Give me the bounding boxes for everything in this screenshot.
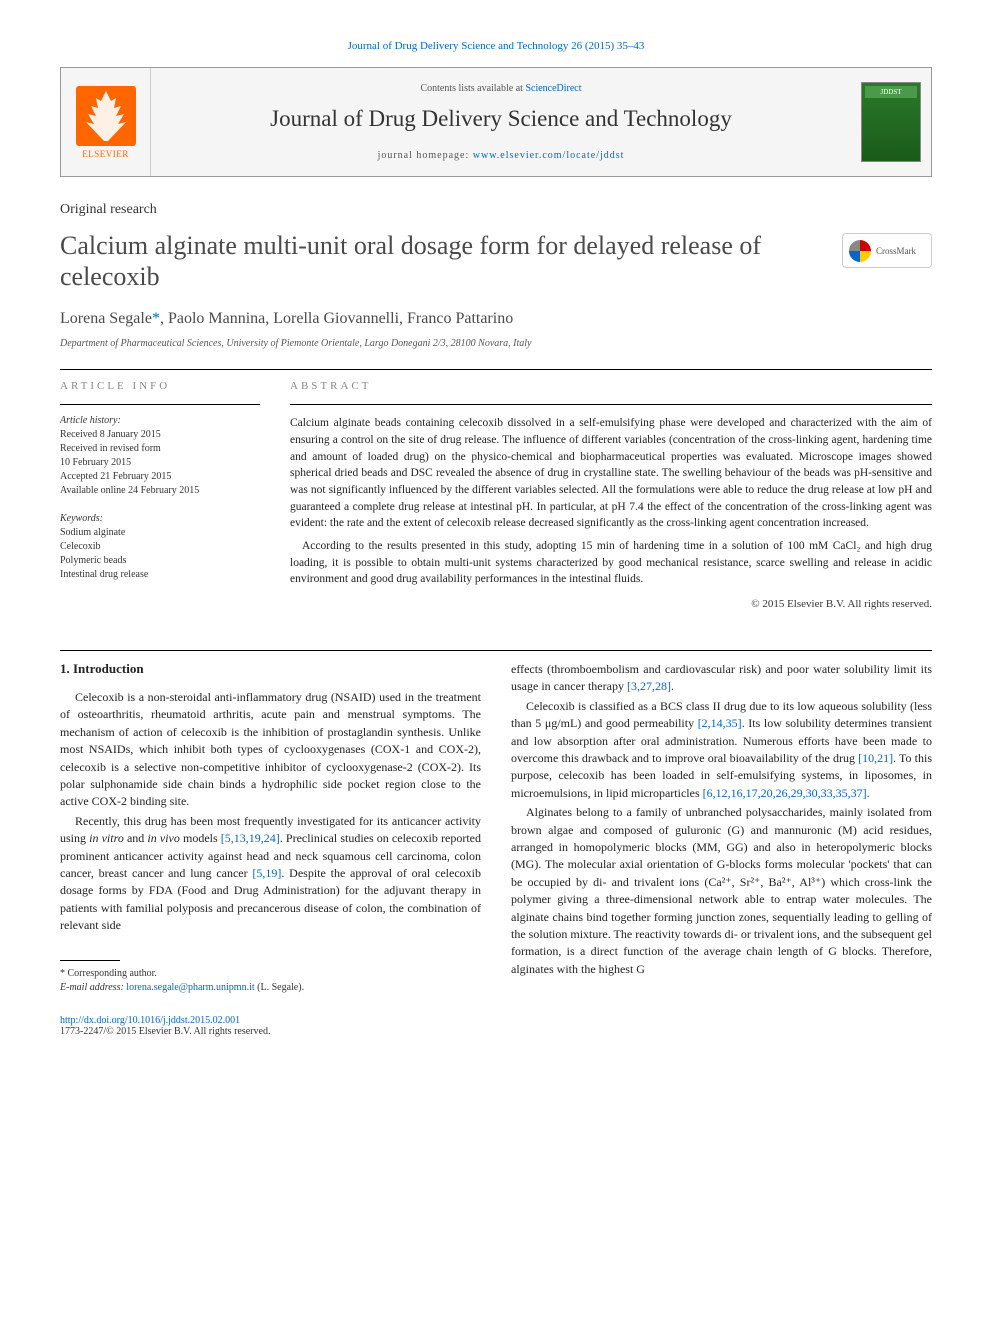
article-info-panel: ARTICLE INFO Article history: Received 8… — [60, 380, 260, 610]
article-type: Original research — [60, 202, 932, 218]
authors-rest: , Paolo Mannina, Lorella Giovannelli, Fr… — [160, 310, 513, 327]
cite-2-14-35[interactable]: [2,14,35] — [698, 716, 742, 730]
p2-invitro: in vitro — [89, 831, 124, 845]
masthead: ELSEVIER Contents lists available at Sci… — [60, 67, 932, 177]
keyword-1: Sodium alginate — [60, 526, 260, 540]
cite-10-21[interactable]: [10,21] — [858, 751, 893, 765]
issn-copyright: 1773-2247/© 2015 Elsevier B.V. All right… — [60, 1026, 932, 1037]
body-columns: 1. Introduction Celecoxib is a non-stero… — [60, 661, 932, 994]
abstract-divider — [290, 404, 932, 405]
authors: Lorena Segale*, Paolo Mannina, Lorella G… — [60, 310, 932, 328]
intro-p1: Celecoxib is a non-steroidal anti-inflam… — [60, 689, 481, 811]
corresponding-marker[interactable]: * — [152, 310, 160, 327]
cite-3-27-28[interactable]: [3,27,28] — [627, 679, 671, 693]
crossmark-label: CrossMark — [876, 246, 916, 256]
corr-author-label: * Corresponding author. — [60, 967, 481, 981]
r2d: . — [867, 786, 870, 800]
homepage-prefix: journal homepage: — [378, 150, 473, 161]
affiliation: Department of Pharmaceutical Sciences, U… — [60, 338, 932, 349]
cite-6-37[interactable]: [6,12,16,17,20,26,29,30,33,35,37] — [703, 786, 867, 800]
sciencedirect-link[interactable]: ScienceDirect — [525, 83, 581, 94]
author-1: Lorena Segale — [60, 310, 152, 327]
keyword-2: Celecoxib — [60, 540, 260, 554]
abstract-copyright: © 2015 Elsevier B.V. All rights reserved… — [290, 598, 932, 610]
intro-p4: Alginates belong to a family of unbranch… — [511, 804, 932, 978]
corr-email[interactable]: lorena.segale@pharm.unipmn.it — [126, 982, 254, 993]
history-online: Available online 24 February 2015 — [60, 484, 260, 498]
cite-5-19[interactable]: [5,19] — [252, 866, 281, 880]
intro-p1-cont: effects (thromboembolism and cardiovascu… — [511, 661, 932, 696]
email-name: (L. Segale). — [255, 982, 304, 993]
cover-label: JDDST — [865, 86, 917, 98]
abstract-text: Calcium alginate beads containing celeco… — [290, 415, 932, 588]
footnote-separator — [60, 960, 120, 961]
crossmark-icon — [849, 240, 871, 262]
history-revised-date: 10 February 2015 — [60, 456, 260, 470]
history-received: Received 8 January 2015 — [60, 428, 260, 442]
abstract-heading: ABSTRACT — [290, 380, 932, 392]
p2-b: and — [124, 831, 148, 845]
header-citation[interactable]: Journal of Drug Delivery Science and Tec… — [60, 40, 932, 52]
cover-thumbnail: JDDST — [861, 82, 921, 162]
left-column: 1. Introduction Celecoxib is a non-stero… — [60, 661, 481, 994]
keywords-label: Keywords: — [60, 513, 260, 524]
journal-cover[interactable]: JDDST — [851, 68, 931, 176]
email-label: E-mail address: — [60, 982, 124, 993]
intro-p2: Recently, this drug has been most freque… — [60, 813, 481, 935]
corresponding-footnote: * Corresponding author. E-mail address: … — [60, 967, 481, 995]
abstract-p2: According to the results presented in th… — [290, 538, 932, 588]
intro-text-left: Celecoxib is a non-steroidal anti-inflam… — [60, 689, 481, 934]
journal-info: Contents lists available at ScienceDirec… — [151, 68, 851, 176]
right-column: effects (thromboembolism and cardiovascu… — [511, 661, 932, 994]
r1b: . — [671, 679, 674, 693]
keyword-3: Polymeric beads — [60, 554, 260, 568]
abstract-panel: ABSTRACT Calcium alginate beads containi… — [290, 380, 932, 610]
divider — [60, 369, 932, 370]
contents-available: Contents lists available at ScienceDirec… — [161, 83, 841, 94]
cite-5-13-19-24[interactable]: [5,13,19,24] — [221, 831, 280, 845]
history-label: Article history: — [60, 415, 260, 426]
email-line: E-mail address: lorena.segale@pharm.unip… — [60, 981, 481, 995]
p2-invivo: in vivo — [147, 831, 179, 845]
elsevier-tree-icon — [76, 86, 136, 146]
introduction-heading: 1. Introduction — [60, 661, 481, 677]
r1a: effects (thromboembolism and cardiovascu… — [511, 662, 932, 693]
intro-text-right: effects (thromboembolism and cardiovascu… — [511, 661, 932, 978]
abstract-p1: Calcium alginate beads containing celeco… — [290, 415, 932, 532]
journal-homepage: journal homepage: www.elsevier.com/locat… — [161, 150, 841, 161]
contents-prefix: Contents lists available at — [420, 83, 525, 94]
elsevier-logo[interactable]: ELSEVIER — [61, 68, 151, 176]
crossmark-badge[interactable]: CrossMark — [842, 233, 932, 268]
article-info-heading: ARTICLE INFO — [60, 380, 260, 392]
elsevier-label: ELSEVIER — [82, 149, 129, 159]
history-revised-label: Received in revised form — [60, 442, 260, 456]
journal-title: Journal of Drug Delivery Science and Tec… — [161, 106, 841, 132]
info-divider — [60, 404, 260, 405]
divider-2 — [60, 650, 932, 651]
homepage-link[interactable]: www.elsevier.com/locate/jddst — [473, 150, 625, 161]
doi-link[interactable]: http://dx.doi.org/10.1016/j.jddst.2015.0… — [60, 1015, 932, 1026]
history-accepted: Accepted 21 February 2015 — [60, 470, 260, 484]
p2-c: models — [180, 831, 221, 845]
keyword-4: Intestinal drug release — [60, 568, 260, 582]
intro-p3: Celecoxib is classified as a BCS class I… — [511, 698, 932, 802]
article-title: Calcium alginate multi-unit oral dosage … — [60, 230, 827, 292]
